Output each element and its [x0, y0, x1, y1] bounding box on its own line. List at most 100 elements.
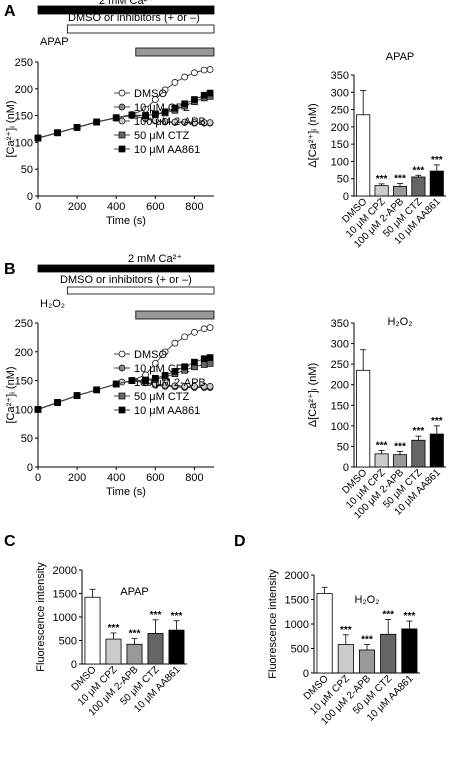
data-point — [171, 339, 179, 347]
chart-title: APAP — [386, 51, 415, 63]
data-point — [206, 383, 214, 390]
data-point — [73, 392, 81, 399]
data-point — [161, 108, 169, 116]
data-point — [200, 66, 208, 74]
data-point — [206, 119, 214, 126]
data-point — [54, 399, 61, 406]
legend-marker — [118, 131, 126, 139]
y-tick-label: 0 — [71, 659, 77, 671]
bar — [401, 628, 418, 674]
y-tick-label: 200 — [15, 347, 33, 359]
data-point — [142, 376, 149, 384]
legend-marker — [118, 103, 126, 111]
data-point — [191, 69, 198, 77]
data-point — [181, 73, 189, 81]
data-point — [142, 105, 149, 113]
data-point — [200, 355, 208, 363]
legend-entry: 100 μM 2-APB — [134, 116, 206, 128]
data-point — [181, 100, 189, 108]
bar — [168, 629, 185, 665]
x-tick-label: 800 — [185, 201, 203, 213]
protocol-bar-label: 2 mM Ca²⁺ — [99, 0, 153, 7]
protocol-bar — [135, 310, 215, 320]
legend-entry: DMSO — [134, 88, 167, 100]
data-point — [112, 380, 120, 388]
y-axis-label: [Ca²⁺]ᵢ (nM) — [5, 100, 17, 157]
data-point — [73, 124, 81, 131]
y-tick-label: 500 — [291, 644, 309, 656]
data-point — [181, 333, 189, 341]
data-point — [54, 129, 61, 137]
significance-label: *** — [340, 625, 352, 636]
y-tick-label: 150 — [15, 376, 33, 388]
y-tick-label: 50 — [337, 174, 349, 186]
y-tick-label: 200 — [331, 122, 349, 134]
data-point — [191, 328, 198, 336]
data-point — [151, 110, 159, 118]
panel-label-c: C — [4, 533, 16, 550]
data-point — [161, 86, 169, 94]
x-tick-label: 200 — [68, 472, 86, 484]
data-point — [128, 377, 136, 384]
trace-chart-b: 2 mM Ca²⁺ DMSO or inhibitors (+ or –) H₂O₂… — [5, 253, 215, 498]
panel-label-d: D — [234, 533, 246, 550]
x-axis-label: Time (s) — [106, 215, 146, 227]
data-point — [191, 383, 198, 390]
y-tick-label: 300 — [331, 339, 349, 351]
protocol-bar-label: 2 mM Ca²⁺ — [128, 253, 182, 265]
data-point — [151, 359, 159, 367]
y-tick-label: 0 — [27, 191, 33, 203]
y-tick-label: 0 — [343, 191, 349, 203]
chart-title: H₂O₂ — [387, 316, 412, 328]
data-point — [161, 348, 169, 356]
y-tick-label: 150 — [331, 139, 349, 151]
y-tick-label: 100 — [15, 137, 33, 149]
x-tick-label: 600 — [146, 472, 164, 484]
data-point — [200, 91, 208, 99]
bar — [392, 454, 408, 468]
y-tick-label: 150 — [331, 400, 349, 412]
protocol-bar — [66, 286, 215, 295]
data-point — [171, 368, 179, 375]
significance-label: *** — [404, 611, 416, 622]
protocol-bar — [37, 5, 215, 15]
y-tick-label: 200 — [331, 380, 349, 392]
y-tick-label: 0 — [303, 668, 309, 680]
y-tick-label: 250 — [15, 318, 33, 330]
x-tick-label: 400 — [107, 472, 125, 484]
significance-label: *** — [376, 441, 388, 452]
y-tick-label: 150 — [15, 111, 33, 123]
y-axis-label: [Ca²⁺]ᵢ (nM) — [5, 366, 17, 423]
legend-entry: DMSO — [134, 349, 167, 361]
data-point — [181, 363, 189, 371]
bar — [358, 649, 376, 674]
y-tick-label: 1500 — [53, 589, 77, 601]
protocol-bar-label: DMSO or inhibitors (+ or –) — [60, 274, 192, 286]
significance-label: *** — [150, 610, 162, 621]
y-tick-label: 250 — [15, 57, 33, 69]
protocol-bar — [135, 47, 215, 57]
data-point — [161, 372, 169, 379]
legend-marker — [118, 145, 126, 153]
significance-label: *** — [431, 416, 443, 427]
panel-label-b: B — [4, 261, 16, 278]
x-tick-label: 600 — [146, 201, 164, 213]
data-point — [206, 66, 214, 73]
y-tick-label: 50 — [21, 433, 33, 445]
data-point — [171, 104, 179, 112]
bar — [392, 185, 408, 197]
y-tick-label: 0 — [343, 462, 349, 474]
y-axis-label: Fluorescence intensity — [35, 562, 47, 672]
protocol-bar-label: APAP — [40, 36, 69, 48]
y-axis-label: Δ[Ca²⁺]ᵢ (nM) — [307, 363, 319, 427]
significance-label: *** — [108, 623, 120, 634]
data-point — [93, 386, 101, 394]
data-point — [112, 114, 120, 122]
x-tick-label: 800 — [185, 472, 203, 484]
bar-chart-c: APAP 0 500 1000 1500 2000 Fluorescence intensi… — [35, 562, 187, 718]
data-point — [191, 358, 198, 366]
y-tick-label: 100 — [331, 421, 349, 433]
data-point — [206, 354, 214, 361]
